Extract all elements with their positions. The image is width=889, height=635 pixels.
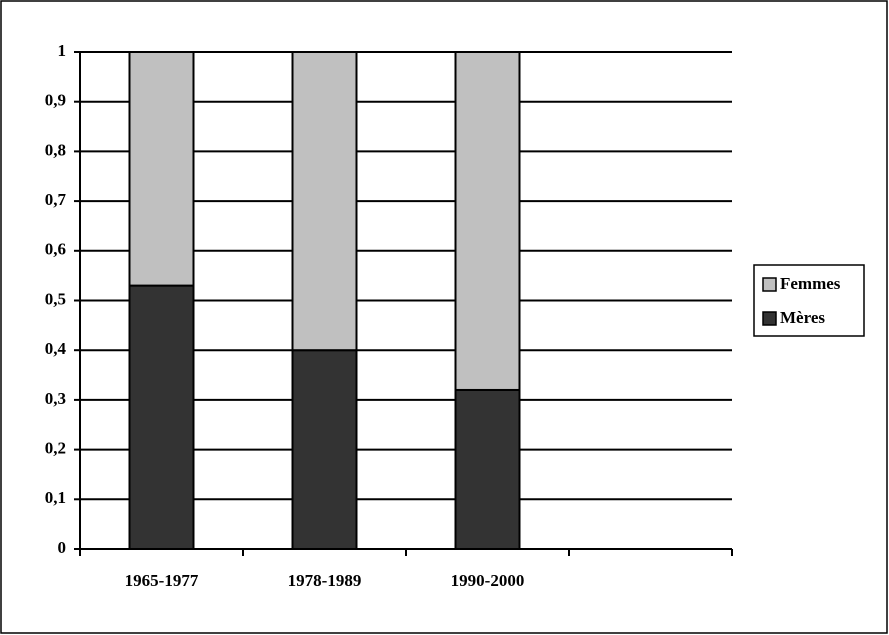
legend-label: Mères bbox=[780, 308, 825, 327]
legend-label: Femmes bbox=[780, 274, 841, 293]
bar-segment bbox=[454, 51, 521, 391]
bar-segment bbox=[128, 284, 195, 550]
bar-segment bbox=[291, 51, 358, 352]
x-tick-label: 1965-1977 bbox=[125, 571, 199, 590]
y-tick-label: 0,4 bbox=[45, 339, 67, 358]
y-tick-label: 0,7 bbox=[45, 190, 67, 209]
y-tick-label: 0,6 bbox=[45, 240, 66, 259]
bar-segment bbox=[454, 388, 521, 550]
y-tick-label: 0,3 bbox=[45, 389, 66, 408]
bar-segment bbox=[291, 349, 358, 551]
legend-box bbox=[753, 264, 865, 337]
bar-segment bbox=[128, 51, 195, 287]
x-tick-label: 1990-2000 bbox=[451, 571, 525, 590]
y-tick-label: 1 bbox=[58, 41, 67, 60]
legend-swatch bbox=[762, 311, 777, 326]
y-tick-label: 0,9 bbox=[45, 91, 66, 110]
y-tick-label: 0 bbox=[58, 538, 67, 557]
y-tick-label: 0,2 bbox=[45, 439, 66, 458]
y-tick-label: 0,5 bbox=[45, 289, 66, 308]
x-tick-label: 1978-1989 bbox=[288, 571, 362, 590]
y-tick-label: 0,8 bbox=[45, 140, 66, 159]
y-tick-label: 0,1 bbox=[45, 488, 66, 507]
legend-swatch bbox=[762, 277, 777, 292]
